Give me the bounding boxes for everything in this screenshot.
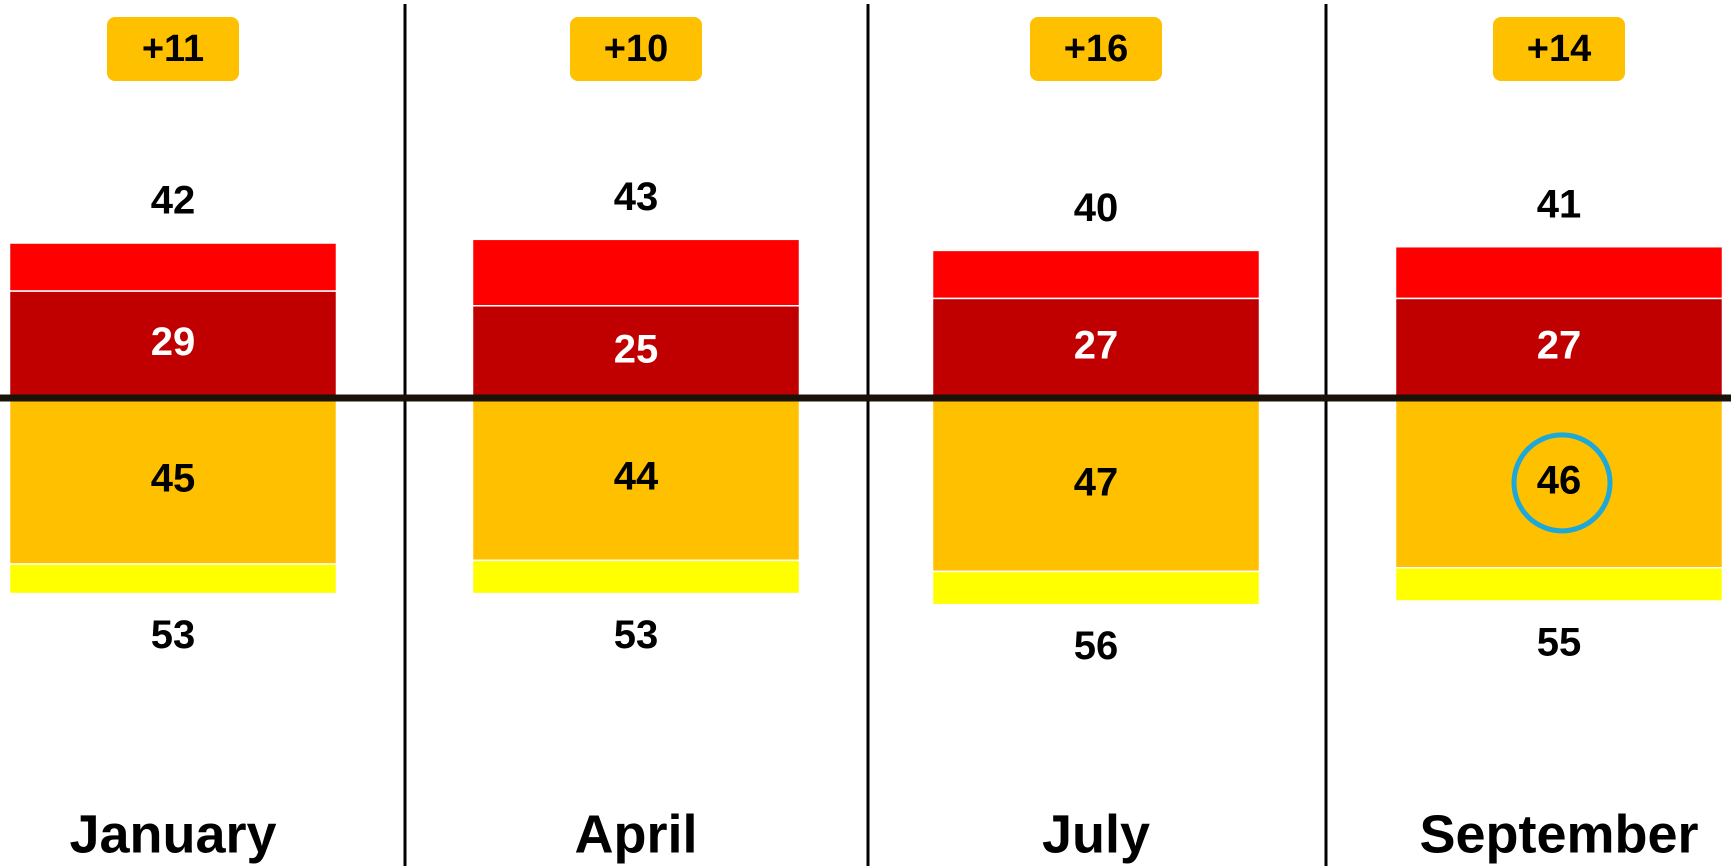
total-above: 41: [1537, 182, 1582, 226]
net-label: +10: [604, 28, 668, 70]
net-badge: [1030, 17, 1162, 81]
bar-segment: [1394, 566, 1724, 602]
segment-label: 44: [614, 455, 659, 499]
bar-segment: [1394, 397, 1724, 569]
segment-label: 29: [151, 320, 196, 364]
segment-label: 27: [1537, 324, 1582, 368]
segment-label: 47: [1074, 460, 1119, 504]
category-label: January: [69, 804, 276, 864]
net-label: +14: [1527, 28, 1591, 70]
bar-segment: [8, 563, 338, 595]
total-below: 55: [1537, 621, 1582, 665]
category-label: April: [574, 804, 697, 864]
bar-segment: [931, 570, 1261, 606]
segment-label: 25: [614, 327, 659, 371]
net-label: +16: [1064, 28, 1128, 70]
total-below: 56: [1074, 624, 1119, 668]
net-badge: [107, 17, 239, 81]
category-label: September: [1419, 804, 1698, 864]
net-badge: [1493, 17, 1625, 81]
net-badge: [570, 17, 702, 81]
segment-label: 45: [151, 457, 196, 501]
total-below: 53: [151, 613, 196, 657]
bar-segment: [1394, 245, 1724, 300]
bar-segment: [931, 397, 1261, 573]
total-above: 42: [151, 179, 196, 223]
segment-label: 27: [1074, 324, 1119, 368]
highlight-circle: [1511, 432, 1613, 534]
segment-label: 46: [1537, 458, 1582, 502]
net-label: +11: [142, 28, 204, 70]
total-above: 43: [614, 175, 659, 219]
category-label: July: [1042, 804, 1150, 864]
bar-segment: [931, 297, 1261, 399]
bar-segment: [471, 238, 801, 307]
total-above: 40: [1074, 186, 1119, 230]
total-below: 53: [614, 613, 659, 657]
bar-segment: [931, 249, 1261, 300]
bar-segment: [8, 290, 338, 399]
bar-segment: [8, 242, 338, 292]
bar-segment: [471, 559, 801, 595]
